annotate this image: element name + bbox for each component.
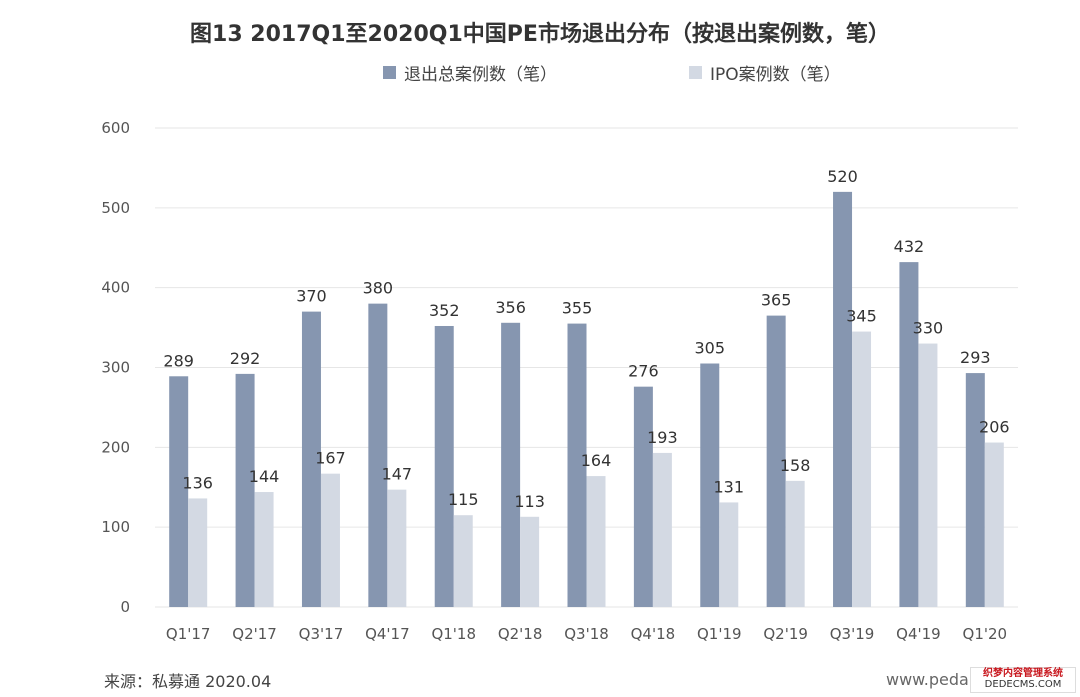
x-tick-label: Q1'17 xyxy=(166,625,211,643)
data-label-ipo: 147 xyxy=(382,465,413,484)
data-label-ipo: 330 xyxy=(913,319,944,338)
bar-total-exits xyxy=(766,315,786,607)
legend-swatch-ipo xyxy=(689,66,702,79)
data-label-ipo: 136 xyxy=(182,473,213,492)
bar-total-exits xyxy=(501,322,521,607)
bar-ipo xyxy=(984,442,1004,607)
data-label-total-exits: 352 xyxy=(429,301,460,320)
source-note: 来源：私募通 2020.04 xyxy=(104,672,272,691)
data-label-ipo: 193 xyxy=(647,428,678,447)
x-tick-label: Q1'19 xyxy=(697,625,742,643)
data-label-ipo: 206 xyxy=(979,418,1010,437)
data-label-ipo: 115 xyxy=(448,490,479,509)
bar-ipo xyxy=(387,489,407,607)
x-tick-label: Q1'18 xyxy=(431,625,476,643)
bar-ipo xyxy=(719,502,739,607)
x-tick-label: Q2'19 xyxy=(763,625,808,643)
data-label-total-exits: 380 xyxy=(363,279,394,298)
y-tick-label: 500 xyxy=(101,199,130,217)
x-tick-label: Q4'17 xyxy=(365,625,410,643)
data-label-total-exits: 276 xyxy=(628,362,659,381)
legend-item-ipo: IPO案例数（笔） xyxy=(689,60,841,85)
bar-total-exits xyxy=(434,325,454,607)
stamp-line-1: 织梦内容管理系统 xyxy=(983,668,1063,679)
x-tick-label: Q3'19 xyxy=(830,625,875,643)
legend: 退出总案例数（笔） IPO案例数（笔） xyxy=(0,60,1080,85)
data-label-ipo: 167 xyxy=(315,449,346,468)
bar-ipo xyxy=(254,492,274,607)
bar-total-exits xyxy=(833,191,853,607)
data-label-ipo: 113 xyxy=(514,492,545,511)
stamp-line-2: DEDECMS.COM xyxy=(984,679,1062,690)
bar-total-exits xyxy=(567,323,587,607)
bar-total-exits xyxy=(169,376,189,607)
website-url: www.peda xyxy=(886,670,969,689)
x-tick-label: Q3'17 xyxy=(299,625,344,643)
data-label-ipo: 131 xyxy=(713,477,744,496)
data-label-total-exits: 432 xyxy=(894,237,925,256)
bar-total-exits xyxy=(965,373,985,607)
x-tick-label: Q1'20 xyxy=(963,625,1008,643)
bar-ipo xyxy=(320,473,340,607)
x-tick-label: Q4'18 xyxy=(631,625,676,643)
bar-ipo xyxy=(852,331,872,607)
x-tick-label: Q4'19 xyxy=(896,625,941,643)
bar-ipo xyxy=(785,480,805,607)
legend-label-total-exits: 退出总案例数（笔） xyxy=(404,65,557,85)
x-tick-label: Q3'18 xyxy=(564,625,609,643)
y-tick-label: 100 xyxy=(101,518,130,536)
data-label-ipo: 144 xyxy=(249,467,280,486)
data-label-ipo: 158 xyxy=(780,456,811,475)
data-label-total-exits: 293 xyxy=(960,348,991,367)
chart-title: 图13 2017Q1至2020Q1中国PE市场退出分布（按退出案例数，笔） xyxy=(190,22,890,47)
y-tick-label: 600 xyxy=(101,119,130,137)
data-label-total-exits: 292 xyxy=(230,349,261,368)
bar-ipo xyxy=(453,515,473,607)
bar-ipo xyxy=(652,452,672,607)
bar-total-exits xyxy=(368,303,388,607)
bar-total-exits xyxy=(899,262,919,607)
legend-swatch-total-exits xyxy=(383,66,396,79)
bar-ipo xyxy=(188,498,208,607)
x-tick-label: Q2'17 xyxy=(232,625,277,643)
data-label-total-exits: 289 xyxy=(163,351,194,370)
data-label-ipo: 164 xyxy=(581,451,612,470)
legend-item-total-exits: 退出总案例数（笔） xyxy=(383,60,557,85)
data-label-ipo: 345 xyxy=(846,307,877,326)
y-tick-label: 200 xyxy=(101,438,130,456)
site-stamp: 织梦内容管理系统 DEDECMS.COM xyxy=(970,667,1076,693)
bar-total-exits xyxy=(301,311,321,607)
data-label-total-exits: 305 xyxy=(694,339,725,358)
y-tick-label: 0 xyxy=(120,598,130,616)
y-tick-label: 300 xyxy=(101,359,130,377)
bar-ipo xyxy=(586,476,606,607)
bar-ipo xyxy=(520,516,540,607)
data-label-total-exits: 520 xyxy=(827,167,858,186)
x-tick-label: Q2'18 xyxy=(498,625,543,643)
y-tick-label: 400 xyxy=(101,279,130,297)
data-label-total-exits: 356 xyxy=(495,298,526,317)
bar-total-exits xyxy=(633,386,653,607)
legend-label-ipo: IPO案例数（笔） xyxy=(710,65,841,85)
bar-ipo xyxy=(918,343,938,607)
data-label-total-exits: 355 xyxy=(562,299,593,318)
data-label-total-exits: 370 xyxy=(296,287,327,306)
data-label-total-exits: 365 xyxy=(761,291,792,310)
bar-total-exits xyxy=(700,363,720,607)
bar-total-exits xyxy=(235,373,255,607)
